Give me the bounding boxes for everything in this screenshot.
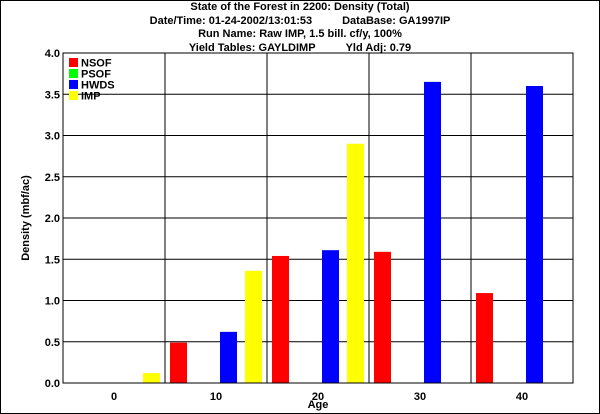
bar-nsof-10 (170, 342, 187, 383)
x-tick-label: 40 (516, 391, 528, 403)
bar-imp-10 (245, 270, 262, 383)
x-tick-label: 20 (312, 391, 324, 403)
database-text: DataBase: GA1997IP (342, 14, 451, 27)
yld-adj-text: Yld Adj: 0.79 (345, 41, 412, 54)
x-tick-labels: 0 10 20 30 40 (111, 391, 528, 403)
bar-hwds-10 (220, 331, 237, 383)
chart-title: State of the Forest in 2200: Density (To… (190, 1, 410, 13)
legend-label-nsof: NSOF (81, 58, 112, 70)
chart-header: State of the Forest in 2200: Density (To… (0, 1, 600, 55)
bars (143, 81, 543, 383)
legend-label-imp: IMP (81, 91, 101, 103)
legend-label-hwds: HWDS (81, 80, 115, 92)
y-tick-label: 0.0 (45, 378, 60, 390)
x-tick-label: 0 (111, 391, 117, 403)
header-line-2: Date/Time: 01-24-2002/13:01:53 DataBase: … (0, 15, 600, 29)
y-tick-label: 2.0 (45, 213, 60, 225)
legend-swatch-psof (69, 69, 78, 78)
bar-imp-20 (347, 143, 364, 383)
y-tick-label: 3.5 (45, 89, 60, 101)
y-tick-label: 0.5 (45, 337, 60, 349)
legend-swatch-imp (69, 91, 78, 100)
y-tick-labels: 0.0 0.5 1.0 1.5 2.0 2.5 3.0 3.5 4.0 (45, 48, 60, 390)
bar-hwds-30 (424, 81, 441, 383)
x-axis-title: Age (308, 399, 329, 411)
bar-nsof-40 (476, 293, 493, 383)
legend-swatch-nsof (69, 58, 78, 67)
bar-nsof-20 (272, 255, 289, 383)
legend-swatch-hwds (69, 80, 78, 89)
header-line-4: Yield Tables: GAYLDIMP Yld Adj: 0.79 (0, 42, 600, 56)
legend-label-psof: PSOF (81, 69, 111, 81)
bar-nsof-30 (374, 251, 391, 383)
bar-hwds-40 (526, 86, 543, 383)
run-name-text: Run Name: Raw IMP, 1.5 bill. cf/y, 100% (198, 28, 402, 40)
x-tick-label: 10 (210, 391, 222, 403)
y-axis-title: Density (mbf/ac) (20, 175, 32, 261)
y-tick-label: 4.0 (45, 48, 60, 60)
x-tick-label: 30 (414, 391, 426, 403)
y-tick-label: 2.5 (45, 172, 60, 184)
grid-lines (63, 52, 573, 384)
plot-area-border (62, 52, 574, 384)
datetime-text: Date/Time: 01-24-2002/13:01:53 (149, 14, 313, 27)
y-tick-label: 3.0 (45, 131, 60, 143)
bar-hwds-20 (322, 250, 339, 383)
yield-tables-text: Yield Tables: GAYLDIMP (188, 41, 316, 54)
bar-imp-0 (143, 373, 160, 383)
y-tick-label: 1.0 (45, 296, 60, 308)
y-tick-label: 1.5 (45, 254, 60, 266)
